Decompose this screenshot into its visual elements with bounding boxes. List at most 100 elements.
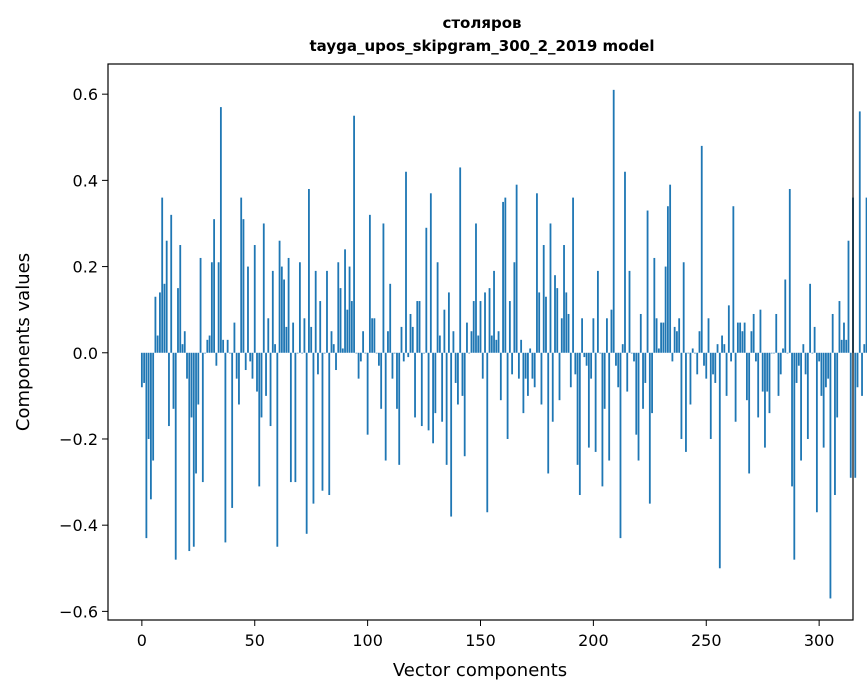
bar [156,335,159,353]
bar [429,193,432,353]
bar [215,352,218,366]
bar [280,266,283,353]
bar [423,352,425,354]
bar [170,214,173,353]
bar [651,352,653,414]
bar [554,275,556,353]
bar [533,352,536,388]
bar [759,309,762,353]
bar [459,167,462,353]
bar [400,326,403,353]
bar [680,352,683,439]
bar [438,335,441,353]
bar [682,262,685,353]
bar [716,344,719,353]
bar [545,296,547,353]
bar [289,352,292,483]
bar [405,171,407,353]
bar [143,352,146,383]
bar [378,352,380,366]
bar [786,352,789,354]
bar [624,171,626,353]
bar [231,352,234,508]
bar [251,352,254,379]
bar [854,352,857,478]
bar [296,352,299,354]
bar [407,352,410,358]
bar [797,352,800,366]
bar [229,352,231,354]
bar [508,301,511,353]
bar [226,339,229,353]
bar [389,283,392,353]
bar [732,206,735,353]
bar [569,352,572,388]
bar [285,326,288,353]
bar [617,352,620,388]
bar [217,262,220,353]
bar [849,352,852,478]
bar [779,352,782,375]
bar [644,352,647,383]
bar [653,257,656,353]
bar [834,352,836,496]
bar [551,352,554,422]
bar [436,262,439,353]
bar [197,352,200,405]
bar [470,331,473,353]
bar [574,352,577,375]
bar [206,339,209,353]
bar [186,352,188,379]
bar [795,352,798,383]
bar [822,352,825,448]
bar [224,352,227,543]
bar [445,352,448,465]
bar [350,301,353,353]
bar [542,245,545,353]
bar [479,301,482,353]
bar [777,352,780,396]
bar [847,240,850,353]
bar [865,197,867,353]
bar [274,344,276,353]
bar [626,352,629,392]
bar [260,352,263,418]
bar [265,352,267,396]
bar [770,352,773,354]
bar [831,313,834,353]
bar [357,352,360,379]
bar [576,352,579,465]
bar [159,292,161,353]
bar [743,322,746,353]
bar [384,352,387,461]
bar [192,352,195,547]
bar [488,288,491,353]
x-tick-label: 50 [245,631,265,650]
bar [253,245,256,353]
bar [204,352,206,354]
bar [527,352,529,396]
bar [809,283,812,353]
bar [506,352,509,439]
bar [497,331,500,353]
bar [434,352,437,414]
bar [348,266,351,353]
bar [287,257,290,353]
bar [513,262,516,353]
bar [775,313,778,353]
bar [718,352,721,569]
bar [262,223,265,353]
bar [219,107,222,353]
bar [791,352,793,487]
bar [757,352,760,418]
bar [752,313,755,353]
bar [678,318,681,353]
bar [258,352,261,487]
bar [222,339,225,353]
bar [414,352,416,418]
bar [723,344,726,353]
bar [149,352,152,500]
x-tick-label: 300 [804,631,835,650]
bar [843,322,845,353]
